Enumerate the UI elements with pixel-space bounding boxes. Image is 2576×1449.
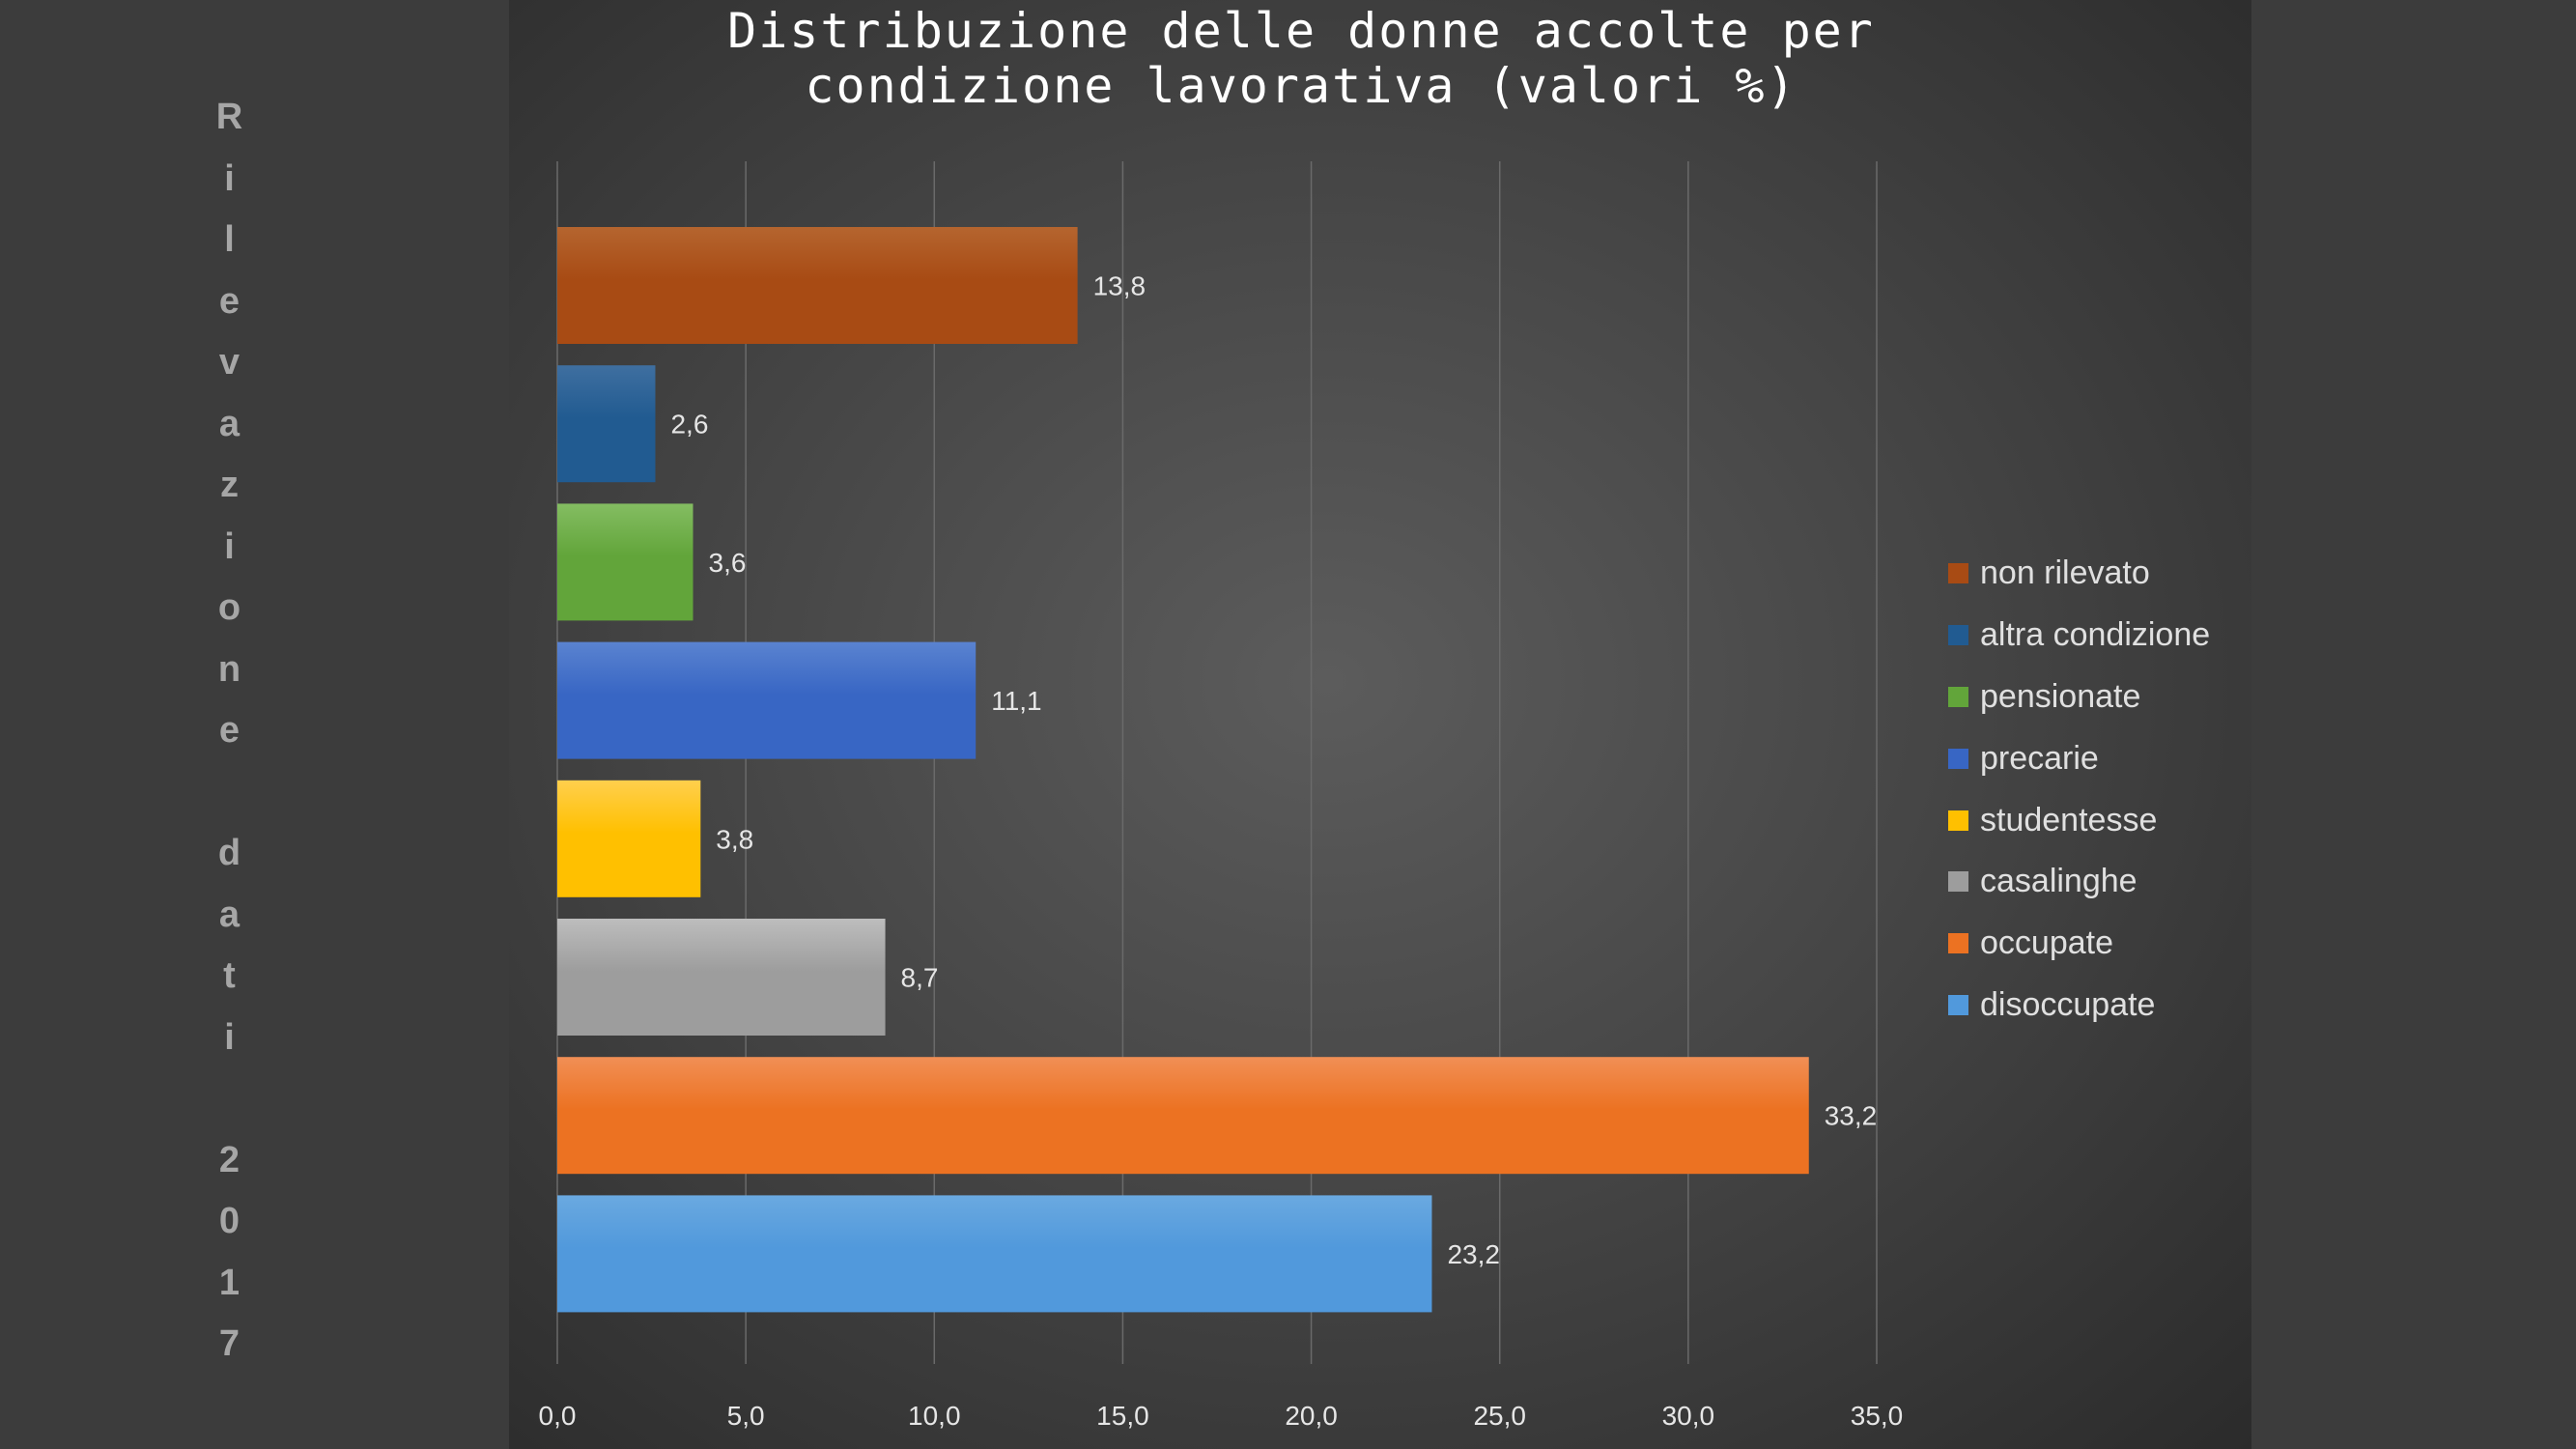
bar-occupate xyxy=(557,1057,1809,1175)
side-label-char: 7 xyxy=(218,1323,241,1364)
side-label-char: d xyxy=(217,833,241,873)
legend-label: casalinghe xyxy=(1980,863,2137,900)
x-tick-label: 35,0 xyxy=(1851,1401,1904,1431)
legend-item: precarie xyxy=(1948,727,2210,789)
x-tick-label: 30,0 xyxy=(1662,1401,1715,1431)
side-label-char: e xyxy=(218,710,241,751)
bar-altra-condizione xyxy=(557,365,656,483)
side-label-char: t xyxy=(223,955,236,996)
legend-item: altra condizione xyxy=(1948,605,2210,667)
legend-swatch xyxy=(1948,994,1968,1015)
legend-swatch xyxy=(1948,933,1968,954)
legend-swatch xyxy=(1948,871,1968,893)
side-label-char: z xyxy=(220,465,239,505)
legend-swatch xyxy=(1948,563,1968,584)
legend-swatch xyxy=(1948,810,1968,831)
legend-label: pensionate xyxy=(1980,677,2141,715)
x-tick-label: 25,0 xyxy=(1473,1401,1526,1431)
side-label-char: a xyxy=(218,894,241,935)
value-label: 11,1 xyxy=(991,686,1041,716)
legend-swatch xyxy=(1948,686,1968,707)
side-label-char: i xyxy=(224,526,235,567)
legend-swatch xyxy=(1948,748,1968,769)
legend-item: occupate xyxy=(1948,913,2210,975)
legend-label: disoccupate xyxy=(1980,985,2156,1023)
value-label: 8,7 xyxy=(901,963,939,993)
legend-label: studentesse xyxy=(1980,801,2158,838)
side-label-char: 2 xyxy=(218,1139,241,1180)
legend-item: pensionate xyxy=(1948,667,2210,728)
side-label-char: R xyxy=(215,97,243,137)
value-label: 33,2 xyxy=(1825,1101,1878,1131)
x-tick-label: 5,0 xyxy=(727,1401,765,1431)
side-label-char: i xyxy=(224,1016,235,1058)
legend-label: occupate xyxy=(1980,924,2113,962)
side-label-char: v xyxy=(218,342,241,383)
x-tick-label: 15,0 xyxy=(1096,1401,1149,1431)
legend-item: casalinghe xyxy=(1948,851,2210,913)
legend-item: non rilevato xyxy=(1948,543,2210,605)
x-tick-label: 10,0 xyxy=(908,1401,961,1431)
legend-label: precarie xyxy=(1980,739,2099,777)
legend: non rilevato altra condizione pensionate pr… xyxy=(1948,543,2210,1036)
bar-non-rilevato xyxy=(557,227,1078,344)
bar-studentesse xyxy=(557,780,701,897)
legend-label: altra condizione xyxy=(1980,616,2211,654)
side-label-char: i xyxy=(224,157,235,199)
bar-disoccupate xyxy=(557,1195,1432,1313)
legend-swatch xyxy=(1948,625,1968,646)
side-label-char: 0 xyxy=(218,1201,241,1241)
bars xyxy=(557,227,1809,1313)
value-label: 23,2 xyxy=(1447,1239,1500,1269)
chart-title: Distribuzione delle donne accolte per co… xyxy=(509,4,2093,114)
chart-title-line-1: Distribuzione delle donne accolte per xyxy=(727,3,1875,59)
side-label-char: 1 xyxy=(218,1262,241,1303)
bar-precarie xyxy=(557,641,977,759)
x-axis-ticks: 0,0 5,0 10,0 15,0 20,0 25,0 30,0 35,0 xyxy=(539,1401,1904,1431)
chart-title-line-2: condizione lavorativa (valori %) xyxy=(805,58,1798,114)
legend-item: studentesse xyxy=(1948,789,2210,851)
value-labels: 13,8 2,6 3,6 11,1 3,8 8,7 33,2 23,2 xyxy=(670,271,1877,1269)
value-label: 3,8 xyxy=(716,824,753,854)
side-label-char: o xyxy=(217,587,241,628)
value-label: 3,6 xyxy=(709,548,747,578)
x-tick-label: 20,0 xyxy=(1285,1401,1338,1431)
value-label: 2,6 xyxy=(670,410,708,440)
side-label-char: l xyxy=(224,219,235,260)
side-label-char: n xyxy=(217,648,241,690)
bar-pensionate xyxy=(557,503,694,621)
legend-item: disoccupate xyxy=(1948,975,2210,1037)
side-label-char: e xyxy=(218,280,241,322)
chart-panel: Distribuzione delle donne accolte per co… xyxy=(509,0,2251,1449)
value-label: 13,8 xyxy=(1093,271,1146,301)
bar-casalinghe xyxy=(557,919,886,1036)
side-label-char: a xyxy=(218,403,241,444)
x-tick-label: 0,0 xyxy=(539,1401,577,1431)
legend-label: non rilevato xyxy=(1980,554,2150,592)
bar-chart: 13,8 2,6 3,6 11,1 3,8 8,7 33,2 23,2 0,0 5,0 10,0 1… xyxy=(539,161,1904,1431)
